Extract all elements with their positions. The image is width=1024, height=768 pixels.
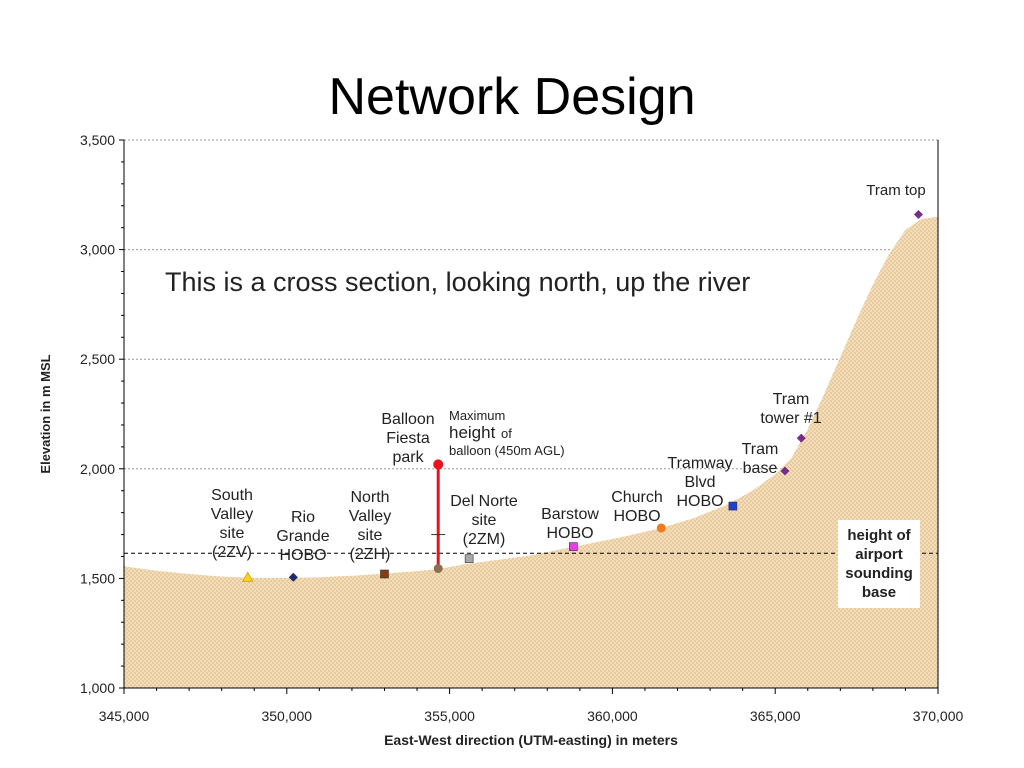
label-del-norte: site — [472, 512, 497, 529]
label-north-valley: (2ZH) — [350, 546, 391, 563]
marker-tramway-blvd-hobo — [728, 501, 738, 511]
x-tick-label: 350,000 — [261, 708, 312, 724]
sounding-base-label-box — [838, 520, 920, 608]
label-barstow: Barstow — [541, 506, 599, 523]
label-del-norte: Del Norte — [450, 493, 518, 510]
label-sounding-base: base — [862, 584, 896, 601]
label-balloon-fiesta: Fiesta — [386, 430, 430, 447]
marker-layer — [242, 210, 923, 582]
terrain-layer — [124, 216, 938, 688]
chart-panel: 1,000 1,500 2,000 2,500 3,000 3,500 345,000 350… — [30, 128, 987, 752]
marker-del-norte-site-2zm — [464, 554, 474, 563]
label-church: HOBO — [613, 508, 660, 525]
x-tick-label: 345,000 — [99, 708, 150, 724]
label-south-valley: South — [211, 487, 253, 504]
label-max-height-3: balloon (450m AGL) — [449, 443, 565, 458]
y-tick-label: 3,000 — [80, 242, 115, 258]
cross-section-annotation: This is a cross section, looking north, … — [165, 267, 750, 297]
label-tram-tower: Tram — [773, 391, 810, 408]
axis-layer: 1,000 1,500 2,000 2,500 3,000 3,500 345,000 350… — [38, 132, 964, 748]
label-rio-grande: Rio — [291, 509, 315, 526]
marker-rio-grande-hobo — [288, 572, 298, 582]
slide-title: Network Design — [328, 68, 696, 126]
label-south-valley: Valley — [211, 506, 253, 523]
y-tick-label: 1,500 — [80, 570, 115, 586]
label-north-valley: Valley — [349, 508, 391, 525]
marker-north-valley-site-2zh — [380, 569, 389, 579]
label-church: Church — [611, 489, 663, 506]
label-sounding-base: sounding — [845, 565, 913, 582]
marker-south-valley-site-2zv — [242, 571, 254, 582]
elevation-cross-section-chart: 1,000 1,500 2,000 2,500 3,000 3,500 345,000 350… — [38, 132, 964, 748]
label-tramway: HOBO — [676, 493, 723, 510]
x-axis-title: East-West direction (UTM-easting) in met… — [384, 732, 678, 748]
marker-tram-tower-1 — [796, 433, 806, 443]
label-north-valley: site — [358, 527, 383, 544]
label-balloon-fiesta: park — [392, 449, 424, 466]
label-tram-base: base — [743, 460, 778, 477]
terrain-area — [124, 216, 938, 688]
marker-tram-top — [913, 210, 923, 220]
label-max-height-1: Maximum — [449, 408, 505, 423]
label-sounding-base: airport — [855, 546, 903, 563]
y-tick-label: 2,000 — [80, 461, 115, 477]
label-balloon-fiesta: Balloon — [381, 411, 434, 428]
label-tram-top: Tram top — [866, 182, 925, 199]
y-tick-label: 1,000 — [80, 680, 115, 696]
x-tick-label: 370,000 — [913, 708, 964, 724]
label-barstow: HOBO — [546, 525, 593, 542]
label-south-valley: site — [220, 525, 245, 542]
label-layer: This is a cross section, looking north, … — [165, 182, 926, 608]
y-tick-label: 3,500 — [80, 132, 115, 148]
marker-balloon-fiesta-park — [433, 564, 443, 574]
label-rio-grande: Grande — [276, 528, 329, 545]
marker-barstow-hobo — [569, 542, 578, 551]
label-south-valley: (2ZV) — [212, 544, 252, 561]
label-tram-base: Tram — [742, 441, 779, 458]
label-tramway: Tramway — [667, 455, 732, 472]
label-max-height-2a: height — [449, 423, 496, 442]
x-tick-label: 360,000 — [587, 708, 638, 724]
label-del-norte: (2ZM) — [463, 531, 506, 548]
label-tramway: Blvd — [684, 474, 715, 491]
label-rio-grande: HOBO — [279, 547, 326, 564]
label-north-valley: North — [350, 489, 389, 506]
label-max-height-2b: of — [501, 426, 512, 441]
marker-church-hobo — [656, 523, 666, 533]
x-tick-label: 355,000 — [424, 708, 475, 724]
x-tick-label: 365,000 — [750, 708, 801, 724]
label-tram-tower: tower #1 — [760, 410, 821, 427]
y-axis-title: Elevation in m MSL — [38, 354, 53, 473]
marker-maximum-height-of-balloon-450m-agl — [433, 459, 444, 470]
y-tick-label: 2,500 — [80, 351, 115, 367]
marker-tram-base — [780, 466, 790, 476]
label-sounding-base: height of — [847, 527, 911, 544]
